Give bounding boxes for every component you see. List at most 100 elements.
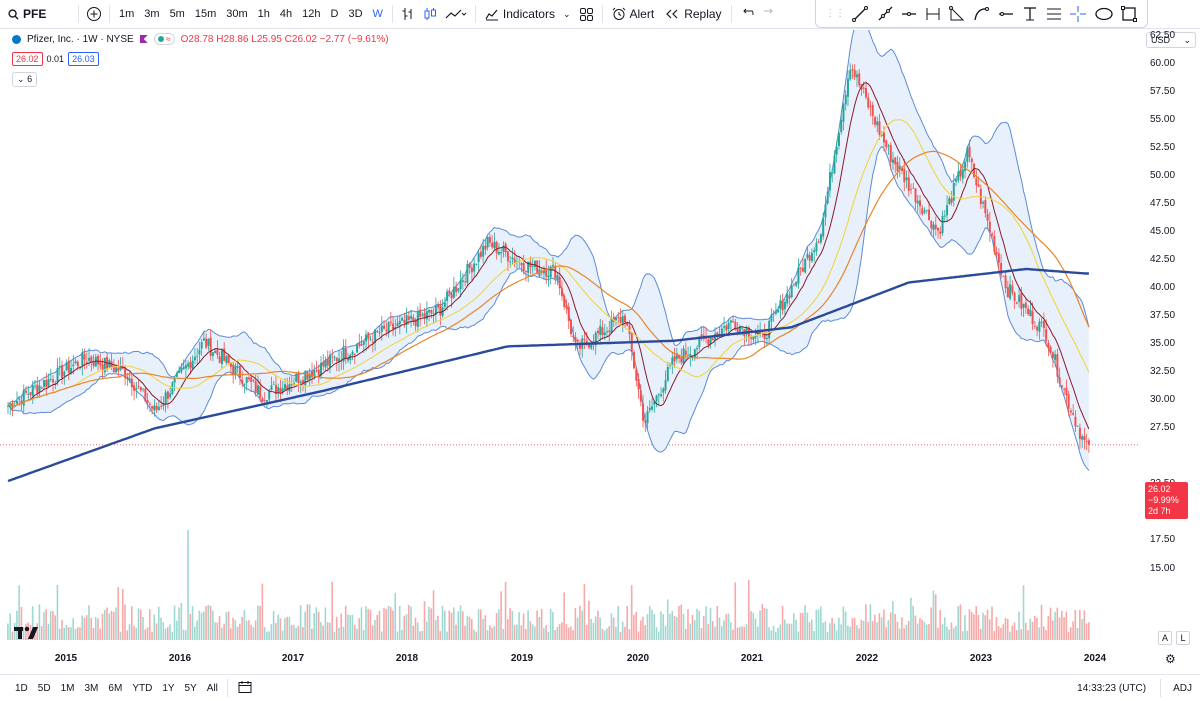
candle-body: [218, 356, 221, 363]
bar-chart-style-button[interactable]: [397, 3, 419, 25]
range-ytd[interactable]: YTD: [132, 682, 153, 694]
candle-body: [813, 250, 816, 253]
horizontal-ray-icon[interactable]: [900, 5, 918, 23]
candle-body: [792, 284, 795, 286]
adjust-toggle[interactable]: ADJ: [1173, 682, 1192, 694]
candle-body: [245, 377, 248, 384]
line-style-button[interactable]: [441, 3, 471, 25]
text-icon[interactable]: [1021, 5, 1039, 23]
candle-body: [914, 188, 917, 203]
volume-bar: [414, 617, 417, 640]
fib-channel-icon[interactable]: [1045, 5, 1063, 23]
ellipse-icon[interactable]: [1094, 5, 1114, 23]
settings-gear-icon[interactable]: ⚙: [1165, 652, 1176, 666]
rectangle-icon[interactable]: [1120, 5, 1138, 23]
candle-body: [961, 169, 964, 179]
volume-bar: [367, 608, 370, 640]
volume-bar: [808, 622, 811, 640]
volume-bar: [416, 622, 419, 640]
volume-bar: [811, 619, 813, 640]
ma-yellow-line: [7, 119, 1090, 407]
horizontal-line-icon[interactable]: [997, 5, 1015, 23]
rewind-icon: [666, 9, 678, 19]
auto-scale-toggle[interactable]: A: [1158, 631, 1172, 645]
indicators-collapse-button[interactable]: ⌄ 6: [12, 72, 38, 87]
volume-bar: [869, 604, 872, 640]
interval-4h[interactable]: 4h: [279, 8, 293, 20]
interval-3m[interactable]: 3m: [144, 8, 160, 20]
candle-body: [894, 157, 897, 165]
utc-clock[interactable]: 14:33:23 (UTC): [1077, 682, 1147, 694]
candle-body: [25, 390, 28, 393]
alert-button[interactable]: Alert: [607, 3, 660, 25]
replay-button[interactable]: Replay: [659, 3, 726, 25]
ray-icon[interactable]: [876, 5, 894, 23]
interval-12h[interactable]: 12h: [302, 8, 321, 20]
range-3m[interactable]: 3M: [84, 682, 99, 694]
candle-body: [166, 391, 169, 399]
date-range-button[interactable]: [232, 680, 258, 697]
range-6m[interactable]: 6M: [108, 682, 123, 694]
redo-button[interactable]: [758, 3, 780, 25]
interval-30m[interactable]: 30m: [226, 8, 248, 20]
volume-bar: [518, 612, 520, 640]
volume-bar: [504, 581, 507, 640]
candle-body: [16, 400, 19, 404]
range-5d[interactable]: 5D: [37, 682, 51, 694]
volume-bar: [81, 615, 84, 640]
interval-15m[interactable]: 15m: [194, 8, 217, 20]
currency-selector[interactable]: USD ⌄: [1146, 32, 1196, 48]
interval-d[interactable]: D: [330, 8, 339, 20]
bid-price[interactable]: 26.02: [12, 52, 43, 66]
layouts-button[interactable]: [576, 3, 598, 25]
price-chart[interactable]: [0, 30, 1140, 650]
volume-bar: [770, 630, 773, 640]
curve-icon[interactable]: [972, 5, 990, 23]
interval-1h[interactable]: 1h: [257, 8, 270, 20]
candle-body: [119, 366, 122, 370]
volume-bar: [939, 610, 941, 640]
interval-5m[interactable]: 5m: [169, 8, 185, 20]
trend-line-icon[interactable]: [851, 5, 869, 23]
volume-bar: [615, 626, 617, 640]
drag-handle-icon[interactable]: ⋮⋮: [825, 8, 846, 19]
symbol-search[interactable]: PFE: [0, 7, 68, 21]
indicators-button[interactable]: Indicators ⌄: [480, 3, 576, 25]
candle-body: [840, 120, 843, 133]
undo-button[interactable]: [736, 3, 758, 25]
candles-style-button[interactable]: [419, 3, 441, 25]
volume-bar: [691, 614, 694, 640]
fib-icon[interactable]: [924, 5, 942, 23]
range-1y[interactable]: 1Y: [162, 682, 175, 694]
log-scale-toggle[interactable]: L: [1176, 631, 1190, 645]
range-all[interactable]: All: [206, 682, 218, 694]
legend-symbol-name[interactable]: Pfizer, Inc. · 1W · NYSE: [27, 33, 134, 45]
volume-bar: [1027, 630, 1029, 640]
interval-w[interactable]: W: [372, 8, 383, 20]
range-5y[interactable]: 5Y: [184, 682, 197, 694]
ask-price[interactable]: 26.03: [68, 52, 99, 66]
add-symbol-button[interactable]: [83, 3, 105, 25]
candle-body: [90, 356, 93, 363]
candle-body: [664, 380, 667, 391]
volume-bar: [675, 616, 678, 640]
range-1d[interactable]: 1D: [15, 682, 28, 694]
volume-bar: [991, 606, 993, 640]
price-tick: 47.50: [1150, 197, 1176, 209]
candle-body: [178, 370, 181, 373]
triangle-icon[interactable]: [948, 5, 966, 23]
volume-bar: [919, 618, 921, 640]
volume-bar: [678, 605, 680, 640]
market-status-badge[interactable]: ≈: [153, 33, 175, 45]
interval-1m[interactable]: 1m: [119, 8, 135, 20]
volume-bar: [243, 610, 246, 640]
interval-3d[interactable]: 3D: [348, 8, 363, 20]
candle-body: [921, 208, 924, 215]
tradingview-logo[interactable]: [14, 626, 40, 643]
crosshair-icon[interactable]: [1069, 5, 1087, 23]
candle-body: [896, 162, 899, 171]
candle-body: [205, 338, 208, 348]
volume-bar: [349, 615, 351, 640]
candle-body: [916, 200, 919, 204]
range-1m[interactable]: 1M: [60, 682, 75, 694]
